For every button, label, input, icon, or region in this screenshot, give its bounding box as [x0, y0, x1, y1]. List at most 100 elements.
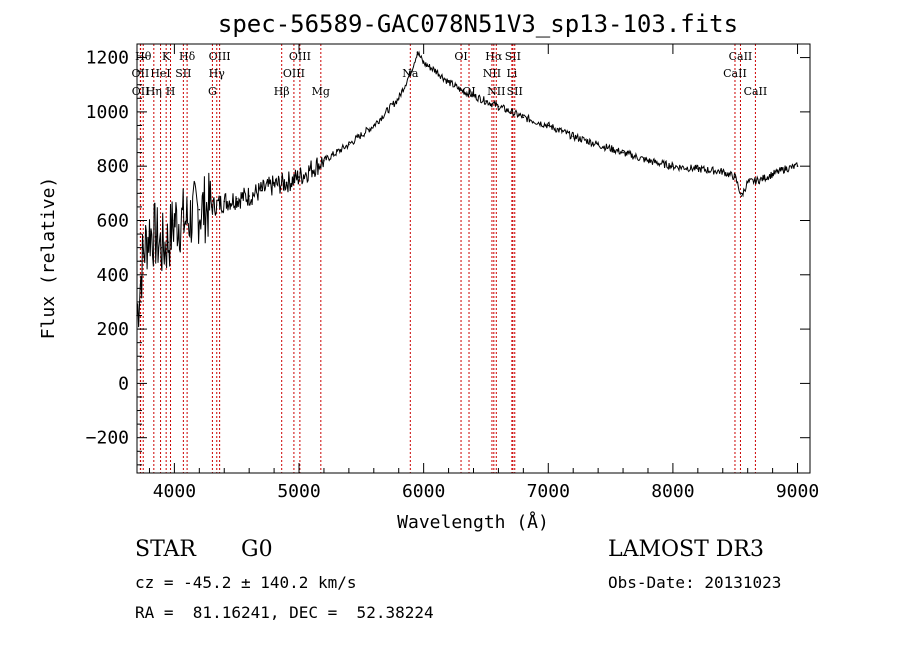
series-0-point-30 [510, 111, 512, 113]
spectral-class: STAR [135, 537, 196, 562]
series-0-point-27 [472, 94, 475, 97]
series-0-point-24 [435, 70, 437, 72]
series-0-point-3 [154, 235, 157, 238]
line-label-22: Li [506, 67, 517, 80]
line-label-14: OIII [283, 67, 305, 80]
line-label-17: OI [454, 50, 467, 63]
series-0-point-44 [771, 173, 774, 176]
line-label-2: OII [132, 85, 150, 98]
y-tick-label-2: 200 [96, 319, 129, 340]
line-label-23: NII [487, 85, 505, 98]
series-0-point-1 [142, 252, 145, 254]
series-0-point-39 [721, 170, 724, 173]
series-0-point-19 [372, 124, 375, 127]
y-tick-label-5: 800 [96, 156, 129, 177]
series-0-point-8 [198, 208, 201, 211]
line-label-12: Hβ [274, 85, 290, 98]
series-0-point-40 [734, 176, 737, 178]
series-0-point-14 [273, 184, 275, 186]
redshift-readout: cz = -45.2 ± 140.2 km/s [135, 573, 357, 592]
series-0-point-35 [622, 151, 624, 154]
series-0-point-46 [796, 165, 799, 167]
line-label-27: CaII [744, 85, 768, 98]
series-0-point-13 [260, 189, 263, 192]
y-tick-label-3: 400 [96, 265, 129, 286]
obs-date: Obs-Date: 20131023 [608, 573, 782, 592]
x-tick-label-1: 5000 [277, 481, 320, 502]
line-label-11: G [208, 85, 217, 98]
series-0-point-5 [167, 241, 169, 244]
series-0-point-7 [186, 219, 188, 222]
series-0-point-43 [759, 178, 761, 181]
line-label-26: CaII [723, 67, 747, 80]
line-label-9: OIII [209, 50, 231, 63]
series-0-point-23 [422, 62, 425, 64]
series-0-point-31 [522, 116, 525, 119]
line-label-6: SII [175, 67, 191, 80]
series-0-point-32 [547, 124, 550, 127]
series-0-point-37 [672, 165, 674, 167]
series-0-point-45 [784, 168, 786, 170]
spectral-subclass: G0 [241, 537, 273, 562]
series-0-point-20 [397, 97, 400, 100]
series-layer [136, 50, 799, 328]
line-label-20: SII [505, 50, 521, 63]
line-label-13: OIII [289, 50, 311, 63]
series-0-point-28 [485, 100, 487, 102]
line-label-10: Hγ [209, 67, 226, 80]
series-0-point-42 [746, 181, 749, 184]
y-tick-label-6: 1000 [86, 102, 129, 123]
series-0-point-25 [447, 81, 450, 83]
chart-title: spec-56589-GAC078N51V3_sp13-103.fits [218, 10, 738, 38]
x-tick-label-0: 4000 [153, 481, 196, 502]
series-0-point-34 [597, 143, 599, 146]
line-label-15: Mg [312, 85, 330, 98]
series-0-point-15 [285, 181, 288, 184]
axis-ticks: 4000 5000 6000 7000 8000 9000 −200 0 200 400 600 80… [86, 44, 819, 502]
series-0-point-9 [210, 206, 213, 208]
series-0-point-16 [298, 176, 300, 178]
y-tick-label-1: 0 [118, 373, 129, 394]
series-0-point-18 [348, 143, 350, 146]
y-tick-label-0: −200 [86, 428, 129, 449]
series-0-point-17 [323, 159, 325, 162]
x-tick-label-3: 7000 [527, 481, 570, 502]
line-label-3: K [162, 50, 171, 63]
series-0-point-2 [148, 230, 151, 233]
line-label-25: CaII [729, 50, 753, 63]
line-label-19: Hα [485, 50, 503, 63]
y-tick-label-7: 1200 [86, 48, 129, 69]
series-0-point-22 [416, 51, 419, 53]
line-label-0: Hθ [135, 50, 152, 63]
series-0-point-26 [460, 89, 462, 91]
line-label-24: SII [507, 85, 523, 98]
series-0-point-6 [173, 219, 176, 222]
line-label-5: Hη [146, 85, 162, 98]
x-tick-label-5: 9000 [776, 481, 819, 502]
y-tick-label-4: 600 [96, 210, 129, 231]
plot-frame [136, 43, 811, 474]
series-0-point-38 [697, 168, 699, 170]
line-label-8: Hδ [179, 50, 196, 63]
series-0-point-4 [161, 246, 163, 249]
line-label-7: H [166, 85, 176, 98]
y-axis-label: Flux (relative) [38, 177, 59, 340]
series-0-point-10 [223, 200, 226, 203]
x-tick-label-4: 8000 [651, 481, 694, 502]
x-tick-label-2: 6000 [402, 481, 445, 502]
survey-label: LAMOST DR3 [608, 537, 764, 562]
series-0-point-36 [647, 159, 649, 162]
line-label-21: NII [483, 67, 501, 80]
coordinates: RA = 81.16241, DEC = 52.38224 [135, 603, 434, 622]
series-0-point-33 [572, 135, 575, 138]
series-0-line [136, 50, 798, 328]
series-0-point-11 [235, 197, 238, 200]
series-0-point-41 [740, 195, 743, 197]
series-0-point-21 [410, 70, 412, 72]
series-0-point-29 [497, 105, 500, 108]
line-label-4: HeI [150, 67, 170, 80]
x-axis-label: Wavelength (Å) [397, 511, 549, 533]
series-0-point-12 [248, 195, 250, 197]
